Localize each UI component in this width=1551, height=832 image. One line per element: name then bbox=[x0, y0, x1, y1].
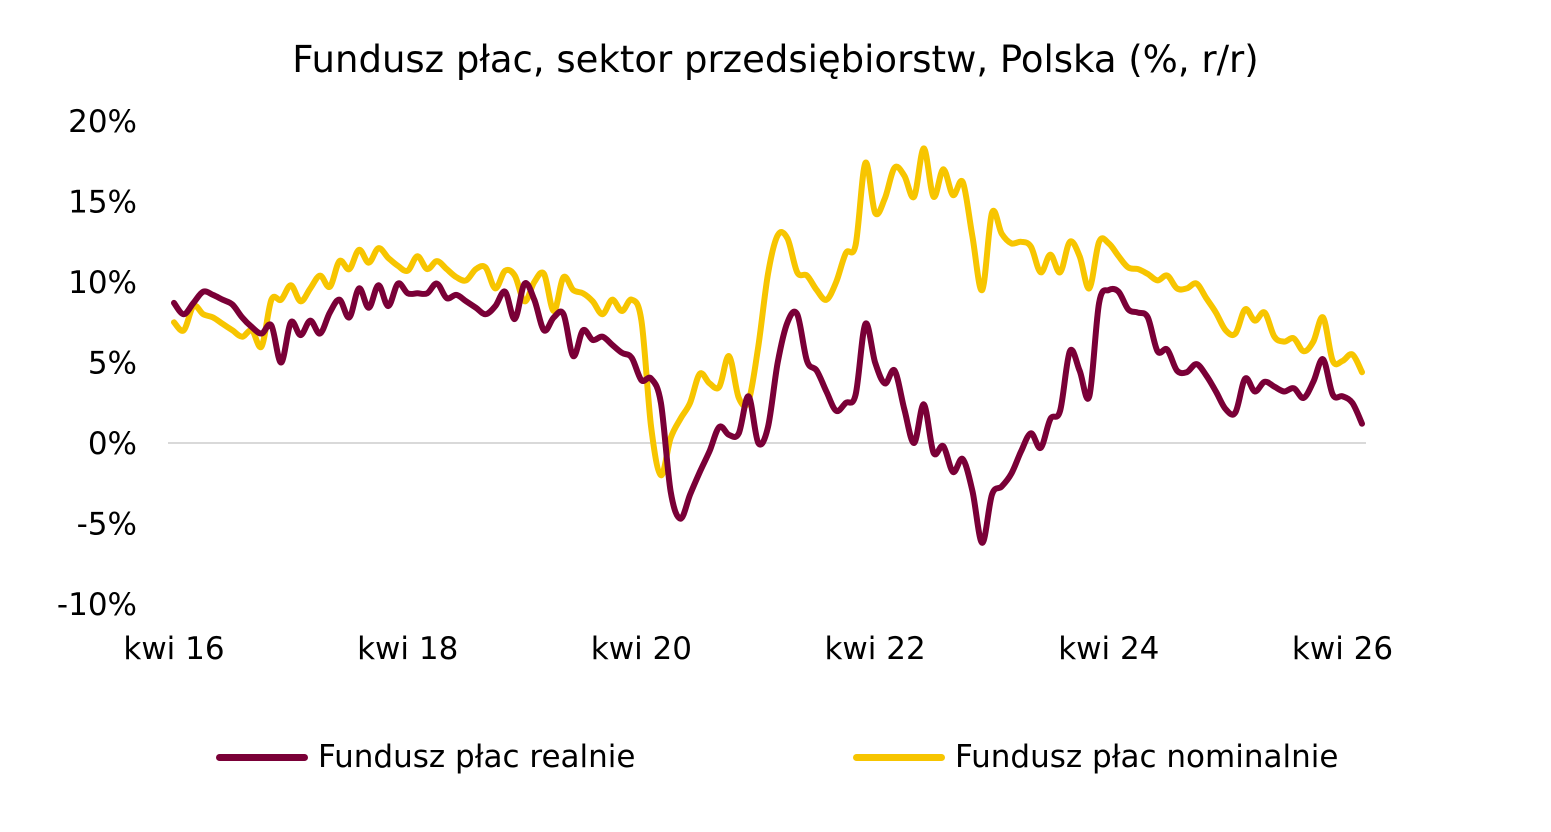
chart-title: Fundusz płac, sektor przedsiębiorstw, Po… bbox=[292, 38, 1259, 81]
y-tick-label: -5% bbox=[77, 507, 137, 543]
series-layer bbox=[171, 145, 1365, 546]
legend-swatch-nominalnie bbox=[853, 753, 945, 761]
legend-label-realnie: Fundusz płac realnie bbox=[318, 739, 636, 775]
y-axis: 20% 15% 10% 5% 0% -5% -10% bbox=[57, 104, 137, 623]
legend-swatch-realnie bbox=[216, 753, 308, 761]
y-tick-label: 15% bbox=[68, 185, 137, 221]
x-tick-label: kwi 22 bbox=[824, 631, 925, 667]
series-line-nominalnie bbox=[171, 145, 1365, 479]
x-tick-label: kwi 26 bbox=[1292, 631, 1393, 667]
y-tick-label: 5% bbox=[88, 346, 137, 382]
legend-item-realnie: Fundusz płac realnie bbox=[216, 735, 636, 779]
y-tick-label: -10% bbox=[57, 587, 137, 623]
y-tick-label: 10% bbox=[68, 265, 137, 301]
y-tick-label: 20% bbox=[68, 104, 137, 140]
x-tick-label: kwi 16 bbox=[123, 631, 224, 667]
x-tick-label: kwi 20 bbox=[591, 631, 692, 667]
legend-item-nominalnie: Fundusz płac nominalnie bbox=[853, 735, 1338, 779]
legend-label-nominalnie: Fundusz płac nominalnie bbox=[955, 739, 1339, 775]
x-tick-label: kwi 24 bbox=[1058, 631, 1159, 667]
x-tick-label: kwi 18 bbox=[357, 631, 458, 667]
x-axis: kwi 16 kwi 18 kwi 20 kwi 22 kwi 24 kwi 26 bbox=[123, 631, 1393, 667]
series-line-realnie bbox=[171, 280, 1365, 546]
y-tick-label: 0% bbox=[88, 426, 137, 462]
